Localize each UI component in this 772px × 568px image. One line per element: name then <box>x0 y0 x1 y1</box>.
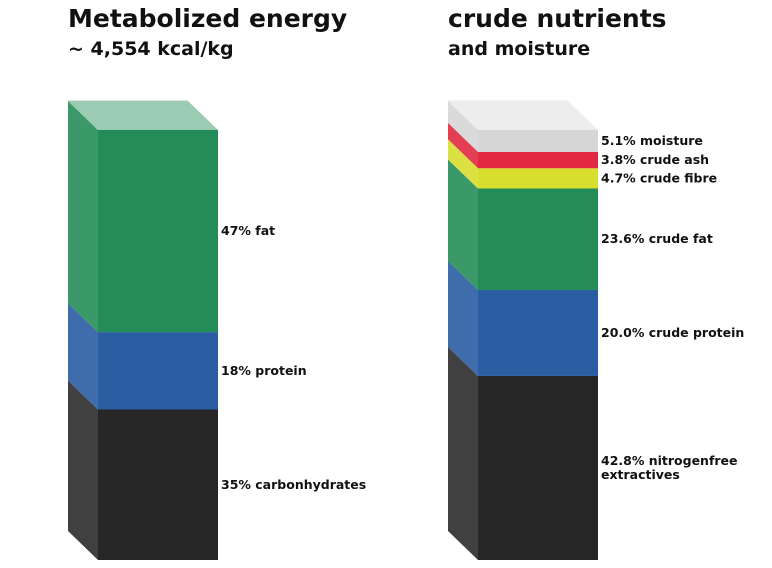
chart-subtitle-moisture: and moisture <box>448 38 591 60</box>
segment-front-energy-35-carbonhydrates <box>98 409 218 560</box>
segment-nutrients-4-7-crude-fibre: 4.7% crude fibre <box>448 138 717 189</box>
segment-energy-35-carbonhydrates: 35% carbonhydrates <box>68 380 366 560</box>
segment-front-nutrients-5-1-moisture <box>478 130 598 152</box>
segment-front-nutrients-42-8-nitrogenfree-extractives <box>478 375 598 560</box>
label-nutrients-20-0-crude-protein: 20.0% crude protein <box>601 325 744 340</box>
segment-front-energy-18-protein <box>98 332 218 410</box>
label-energy-47-fat: 47% fat <box>221 223 275 238</box>
segment-side-energy-47-fat <box>68 101 98 333</box>
segment-front-nutrients-20-0-crude-protein <box>478 289 598 376</box>
label-nutrients-23-6-crude-fat: 23.6% crude fat <box>601 231 713 246</box>
segment-side-nutrients-42-8-nitrogenfree-extractives <box>448 346 478 560</box>
chart-energy: 35% carbonhydrates 18% protein 47% fat <box>68 100 366 560</box>
label-nutrients-5-1-moisture: 5.1% moisture <box>601 133 703 148</box>
segment-side-nutrients-4-7-crude-fibre <box>448 139 478 189</box>
segment-side-nutrients-5-1-moisture <box>448 101 478 152</box>
segment-front-energy-47-fat <box>98 130 218 333</box>
label-energy-18-protein: 18% protein <box>221 363 307 378</box>
segment-nutrients-20-0-crude-protein: 20.0% crude protein <box>448 260 744 376</box>
segment-side-energy-18-protein <box>68 303 98 410</box>
segment-nutrients-5-1-moisture: 5.1% moisture <box>448 100 703 152</box>
label-nutrients-3-8-crude-ash: 3.8% crude ash <box>601 152 709 167</box>
chart-subtitle-kcal: ~ 4,554 kcal/kg <box>68 38 234 60</box>
label-nutrients-4-7-crude-fibre: 4.7% crude fibre <box>601 170 717 185</box>
chart-nutrients: 42.8% nitrogenfree extractives 20.0% crude… <box>448 100 744 560</box>
segment-front-nutrients-4-7-crude-fibre <box>478 168 598 189</box>
segment-side-energy-35-carbonhydrates <box>68 380 98 560</box>
segment-front-nutrients-23-6-crude-fat <box>478 188 598 290</box>
segment-energy-18-protein: 18% protein <box>68 302 307 410</box>
segment-top-energy-47-fat <box>68 101 218 130</box>
segment-front-nutrients-3-8-crude-ash <box>478 151 598 169</box>
segment-side-nutrients-3-8-crude-ash <box>448 122 478 169</box>
chart-title-metabolized-energy: Metabolized energy <box>68 4 348 33</box>
segment-nutrients-23-6-crude-fat: 23.6% crude fat <box>448 158 713 290</box>
chart-title-crude-nutrients: crude nutrients <box>448 4 667 33</box>
segment-side-nutrients-20-0-crude-protein <box>448 260 478 376</box>
segment-side-nutrients-23-6-crude-fat <box>448 159 478 290</box>
segment-energy-47-fat: 47% fat <box>68 100 275 333</box>
segment-nutrients-42-8-nitrogenfree-extractives: 42.8% nitrogenfree extractives <box>448 346 738 560</box>
label-energy-35-carbonhydrates: 35% carbonhydrates <box>221 477 366 492</box>
label-nutrients-42-8-nitrogenfree-extractives: 42.8% nitrogenfree extractives <box>601 453 738 482</box>
segment-top-nutrients-5-1-moisture <box>448 101 598 130</box>
